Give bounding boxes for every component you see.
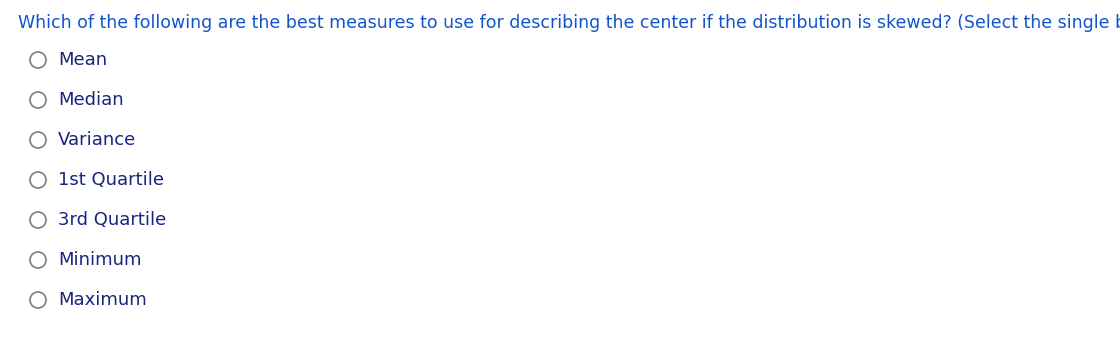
Text: Median: Median <box>58 91 123 109</box>
Text: 3rd Quartile: 3rd Quartile <box>58 211 166 229</box>
Text: Which of the following are the best measures to use for describing the center if: Which of the following are the best meas… <box>18 14 1120 32</box>
Text: Mean: Mean <box>58 51 108 69</box>
Text: Variance: Variance <box>58 131 137 149</box>
Text: Minimum: Minimum <box>58 251 141 269</box>
Text: 1st Quartile: 1st Quartile <box>58 171 164 189</box>
Text: Maximum: Maximum <box>58 291 147 309</box>
